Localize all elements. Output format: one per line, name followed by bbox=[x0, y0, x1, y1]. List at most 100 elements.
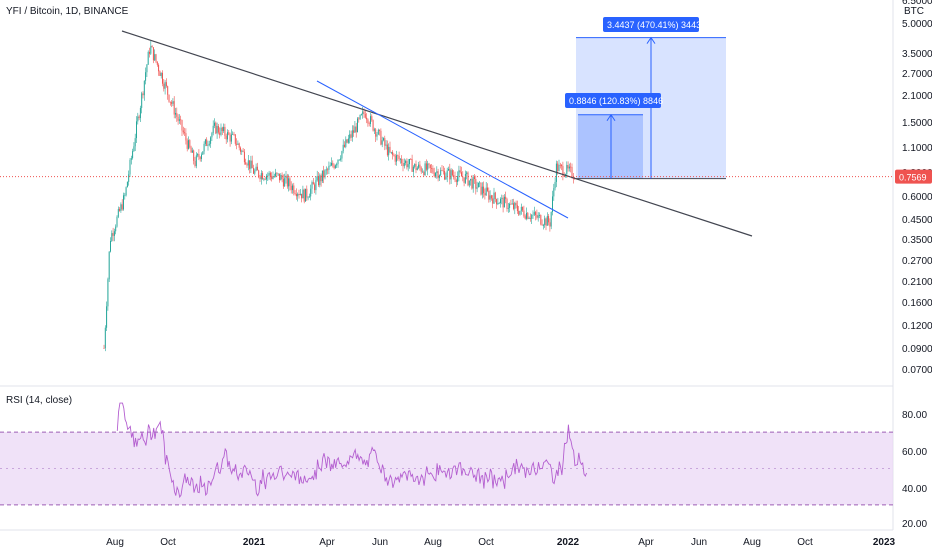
price-tick-label: 0.1200 bbox=[902, 321, 932, 332]
time-tick-label: Oct bbox=[797, 537, 813, 548]
candle-body bbox=[450, 170, 452, 180]
candle-body bbox=[324, 170, 326, 178]
candle-body bbox=[454, 175, 456, 181]
candle-body bbox=[340, 158, 342, 160]
candle-body bbox=[280, 174, 282, 181]
candle-body bbox=[488, 190, 490, 200]
candle-body bbox=[424, 163, 426, 176]
candle-body bbox=[571, 167, 573, 178]
candle-body bbox=[411, 159, 413, 172]
candle-body bbox=[256, 166, 258, 171]
candle-body bbox=[136, 121, 137, 139]
candle-body bbox=[405, 160, 407, 163]
candle-body bbox=[269, 172, 271, 176]
candle-body bbox=[466, 172, 468, 175]
candle-body bbox=[552, 196, 553, 212]
time-tick-label: 2023 bbox=[873, 537, 896, 548]
candle-body bbox=[250, 160, 252, 169]
candle-body bbox=[191, 150, 193, 153]
candle-body bbox=[169, 101, 171, 103]
candle-body bbox=[533, 212, 535, 215]
candle-body bbox=[362, 111, 364, 115]
candle-body bbox=[541, 224, 543, 226]
candle-body bbox=[289, 178, 291, 186]
candle-body bbox=[249, 160, 251, 169]
candle-body bbox=[386, 144, 388, 156]
candle-body bbox=[234, 134, 236, 144]
candle-body bbox=[186, 140, 188, 149]
candle-body bbox=[254, 170, 256, 174]
candle-body bbox=[414, 163, 416, 167]
candle-body bbox=[479, 182, 481, 184]
candle-body bbox=[297, 193, 299, 197]
candle-body bbox=[120, 204, 122, 211]
candle-body bbox=[498, 203, 500, 204]
candle-body bbox=[436, 171, 438, 174]
price-tick-label: 0.6000 bbox=[902, 192, 932, 203]
candle-body bbox=[333, 165, 335, 169]
candle-body bbox=[141, 93, 143, 108]
candle-body bbox=[160, 72, 162, 76]
candle-body bbox=[173, 101, 175, 115]
candle-body bbox=[163, 83, 165, 89]
candle-body bbox=[184, 132, 186, 134]
rsi-line bbox=[116, 402, 588, 499]
candle-body bbox=[506, 199, 508, 209]
label-layer: 0.7569 3.4437 (470.41%) 34437 0.8846 (120.… bbox=[0, 17, 932, 184]
candle-body bbox=[288, 178, 290, 187]
candle-body bbox=[497, 203, 499, 205]
candle-body bbox=[305, 188, 306, 202]
candle-body bbox=[115, 226, 117, 232]
candle-body bbox=[243, 151, 245, 163]
price-tick-label: 5.0000 bbox=[902, 19, 932, 30]
candle-body bbox=[332, 162, 334, 166]
projection-small-label-box bbox=[565, 93, 661, 108]
candle-body bbox=[175, 113, 176, 115]
candle-body bbox=[442, 170, 444, 172]
rsi-tick-label: 80.00 bbox=[902, 410, 927, 421]
projection-small-label: 0.8846 (120.83%) 8846 bbox=[569, 96, 663, 106]
candle-body bbox=[290, 185, 292, 191]
candle-body bbox=[189, 140, 191, 148]
candle-body bbox=[193, 150, 195, 161]
candle-body bbox=[476, 187, 478, 189]
candle-body bbox=[485, 187, 487, 196]
candle-body bbox=[437, 171, 439, 179]
candle-body bbox=[185, 133, 187, 141]
candle-body bbox=[146, 64, 148, 73]
candle-body bbox=[258, 170, 260, 177]
candle-body bbox=[568, 166, 570, 169]
candle-body bbox=[132, 151, 134, 159]
candle-body bbox=[321, 170, 323, 182]
candle-body bbox=[273, 176, 275, 178]
candle-body bbox=[247, 160, 249, 166]
candle-body bbox=[511, 203, 513, 205]
candle-body bbox=[103, 348, 105, 349]
candle-body bbox=[221, 127, 223, 131]
candle-body bbox=[379, 129, 381, 131]
candle-body bbox=[206, 139, 208, 146]
candle-body bbox=[384, 138, 386, 146]
candle-body bbox=[518, 211, 520, 215]
candle-body bbox=[272, 176, 274, 179]
time-tick-label: Aug bbox=[106, 537, 124, 548]
price-tick-label: 0.2700 bbox=[902, 256, 932, 267]
price-tick-label: 1.5000 bbox=[902, 118, 932, 129]
candle-body bbox=[225, 135, 227, 140]
candle-body bbox=[367, 119, 369, 124]
candle-body bbox=[448, 168, 449, 171]
candle-body bbox=[544, 218, 546, 225]
candle-body bbox=[554, 181, 556, 189]
candle-body bbox=[368, 123, 370, 125]
price-tick-label: 0.1600 bbox=[902, 298, 932, 309]
trend-layer[interactable] bbox=[121, 30, 753, 237]
candle-body bbox=[435, 173, 436, 177]
currency-label: BTC bbox=[904, 6, 924, 17]
candle-body bbox=[236, 143, 238, 145]
rsi-layer bbox=[116, 402, 588, 499]
candle-body bbox=[418, 164, 420, 168]
price-tick-label: 0.2100 bbox=[902, 277, 932, 288]
candle-body bbox=[381, 140, 383, 145]
candle-body bbox=[245, 162, 247, 165]
